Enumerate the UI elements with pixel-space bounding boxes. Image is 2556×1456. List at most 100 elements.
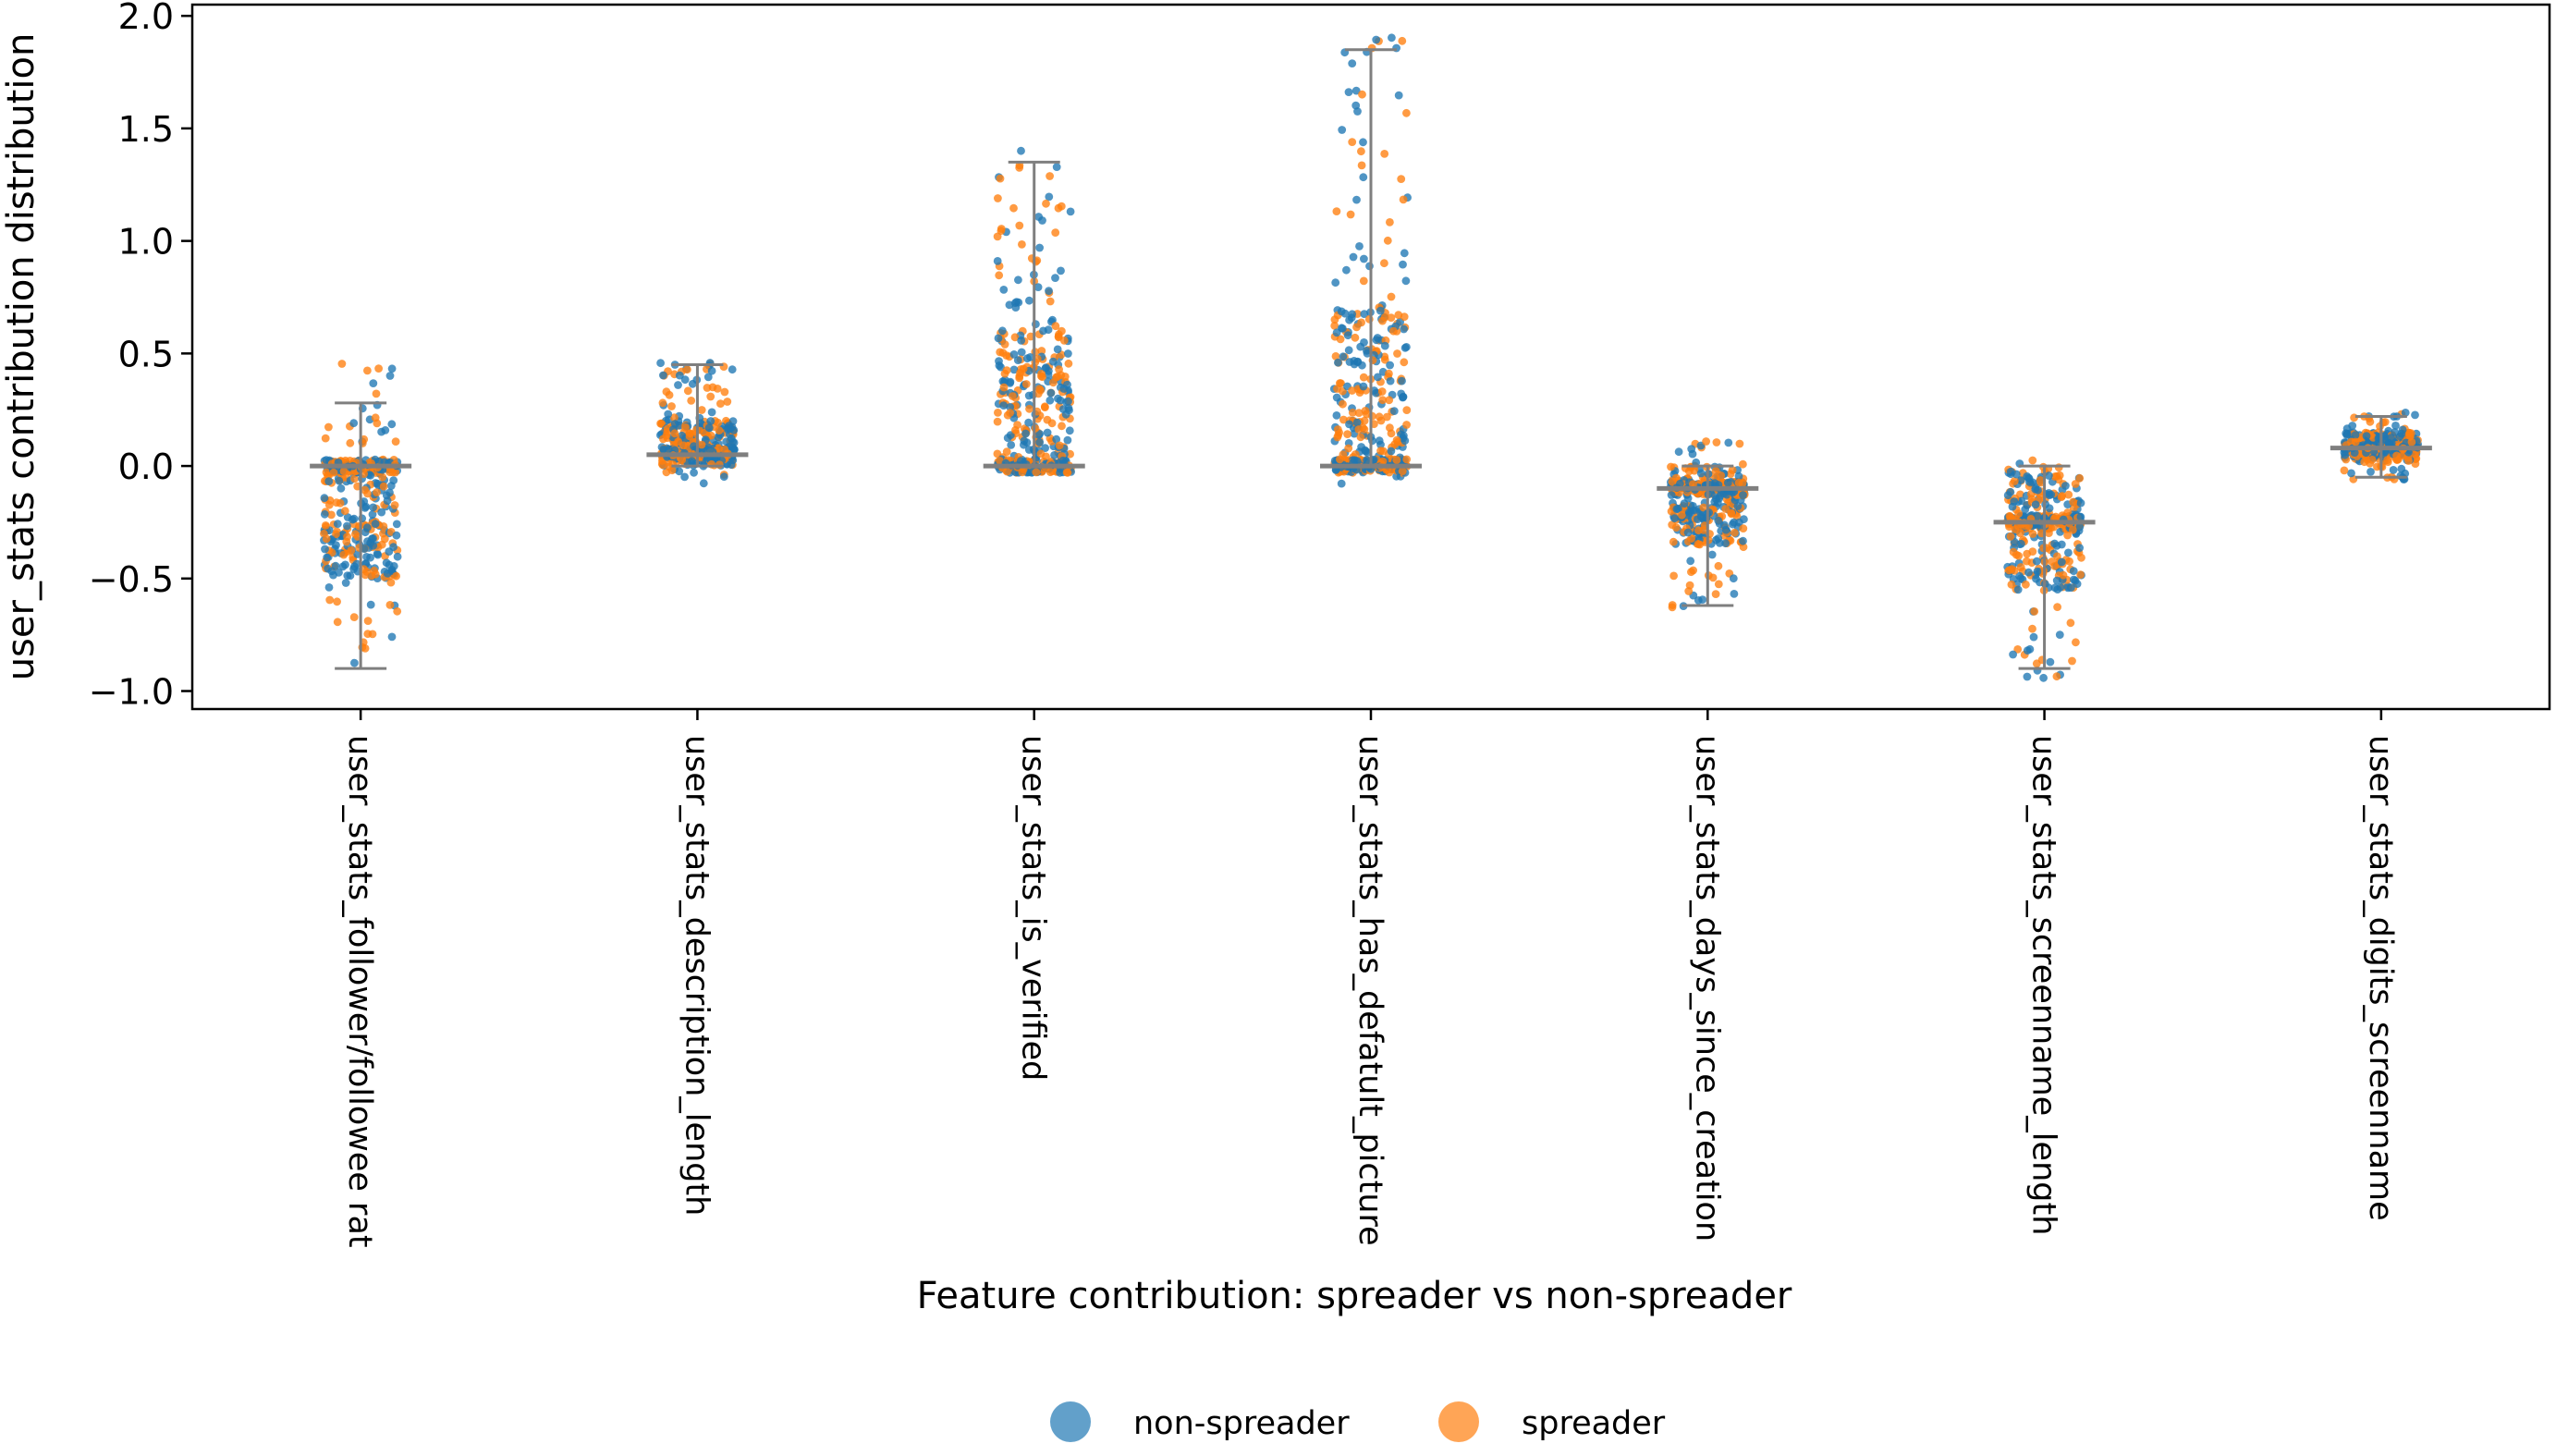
- data-point: [997, 225, 1006, 233]
- data-point: [2392, 451, 2402, 460]
- data-point: [1339, 399, 1347, 409]
- data-point: [2076, 512, 2085, 521]
- data-point: [371, 520, 380, 529]
- data-point: [2039, 673, 2048, 682]
- data-point: [1017, 336, 1026, 345]
- data-point: [1337, 479, 1346, 488]
- data-point: [2025, 644, 2035, 654]
- data-point: [2009, 547, 2018, 557]
- data-point: [324, 500, 334, 509]
- data-point: [1714, 580, 1723, 589]
- data-point: [1042, 363, 1050, 372]
- data-point: [697, 406, 706, 414]
- data-point: [996, 348, 1005, 357]
- data-point: [1330, 322, 1339, 330]
- data-point: [1357, 161, 1366, 170]
- data-point: [346, 438, 355, 447]
- data-point: [1386, 423, 1394, 433]
- data-point: [1336, 335, 1345, 344]
- data-point: [2061, 482, 2070, 490]
- data-point: [368, 534, 376, 544]
- data-point: [1684, 508, 1694, 517]
- data-point: [1360, 425, 1369, 434]
- data-point: [2024, 568, 2033, 577]
- box-overlay-layer: [310, 48, 2432, 670]
- y-tick-label: 1.0: [118, 222, 174, 263]
- data-point: [2053, 552, 2061, 561]
- data-point: [1331, 352, 1340, 361]
- data-point: [325, 595, 335, 605]
- data-point: [1667, 491, 1676, 499]
- data-point: [1378, 396, 1388, 405]
- data-point: [1711, 590, 1720, 598]
- data-point: [995, 271, 1004, 280]
- data-point: [1021, 429, 1030, 438]
- data-point: [321, 434, 330, 443]
- data-point: [2366, 468, 2375, 476]
- data-point: [1059, 385, 1069, 393]
- data-point: [2053, 585, 2062, 593]
- data-point: [355, 521, 363, 531]
- data-point: [379, 522, 388, 531]
- data-point: [360, 544, 369, 553]
- data-point: [366, 471, 375, 480]
- data-point: [1054, 332, 1063, 341]
- data-point: [1735, 518, 1743, 527]
- data-point: [1669, 537, 1678, 546]
- data-point: [1354, 425, 1364, 434]
- data-point: [2069, 567, 2078, 575]
- legend-label-non-spreader: non-spreader: [1133, 1405, 1350, 1442]
- data-point: [1689, 480, 1697, 489]
- data-point: [1383, 412, 1391, 422]
- data-point: [2023, 672, 2032, 681]
- data-point: [1392, 456, 1401, 465]
- data-point: [2013, 585, 2023, 594]
- data-point: [1024, 418, 1033, 427]
- data-point: [1702, 437, 1710, 446]
- data-point: [1739, 491, 1747, 499]
- data-point: [2049, 522, 2059, 532]
- data-point: [343, 521, 351, 531]
- data-point: [1352, 195, 1361, 204]
- data-point: [2028, 547, 2037, 556]
- data-point: [994, 194, 1002, 202]
- data-point: [1380, 259, 1388, 268]
- data-point: [2411, 410, 2419, 420]
- data-point: [1002, 447, 1011, 456]
- data-point: [1686, 557, 1695, 566]
- data-point: [1698, 595, 1707, 604]
- data-point: [1343, 430, 1351, 438]
- data-point: [1058, 422, 1066, 431]
- data-point: [1361, 407, 1370, 415]
- data-point: [1363, 456, 1371, 465]
- data-point: [363, 617, 373, 625]
- data-point: [719, 472, 728, 482]
- data-point: [2029, 632, 2038, 642]
- data-point: [674, 381, 682, 389]
- data-point: [1379, 447, 1388, 456]
- data-point: [1041, 444, 1049, 452]
- data-point: [1375, 436, 1384, 446]
- data-point: [374, 364, 383, 373]
- data-point: [1402, 421, 1411, 429]
- data-point: [1359, 382, 1368, 391]
- data-point: [2342, 431, 2352, 439]
- data-point: [368, 630, 377, 639]
- data-point: [2003, 491, 2012, 500]
- data-point: [1017, 146, 1025, 155]
- data-point: [1696, 469, 1706, 478]
- data-point: [1353, 107, 1362, 116]
- data-point: [1687, 568, 1695, 577]
- data-point: [387, 632, 397, 642]
- data-point: [347, 546, 356, 555]
- data-point: [1380, 341, 1389, 350]
- data-point: [1334, 358, 1342, 367]
- data-point: [1011, 303, 1021, 312]
- data-point: [1671, 473, 1681, 483]
- data-point: [2068, 525, 2077, 534]
- data-point: [1348, 386, 1356, 395]
- data-point: [2391, 428, 2400, 436]
- data-point: [1344, 346, 1353, 355]
- data-point: [1356, 342, 1365, 351]
- data-point: [659, 371, 667, 380]
